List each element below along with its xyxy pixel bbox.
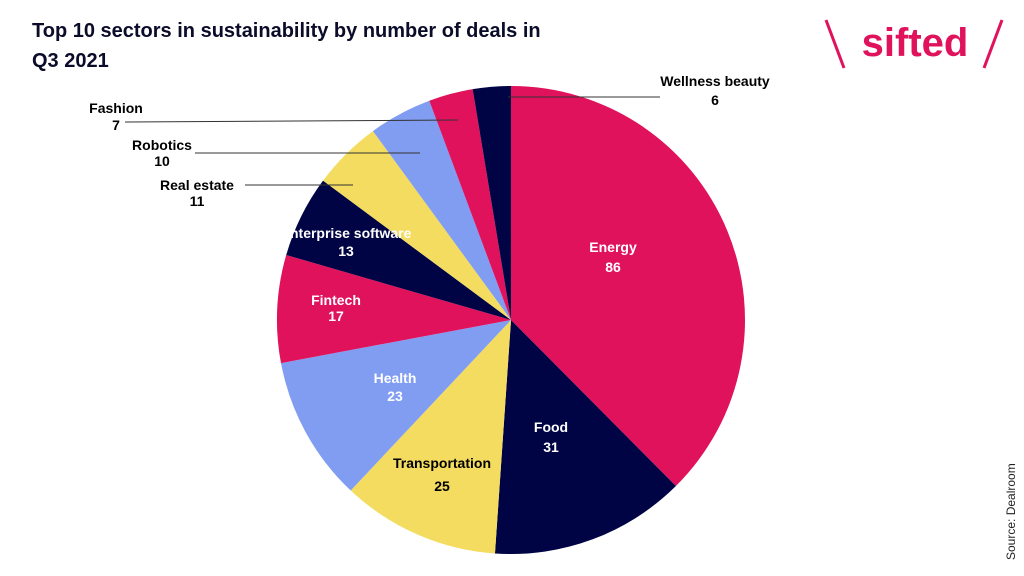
- pie-slice-fashion: [429, 89, 511, 321]
- value-label: 17: [328, 308, 344, 324]
- value-label: 10: [154, 153, 170, 169]
- pie-slice-fintech: [277, 255, 511, 364]
- pie-slice-food: [494, 320, 676, 554]
- pie-slice-robotics: [372, 100, 511, 321]
- category-label: Fintech: [311, 292, 361, 308]
- chart-title: Top 10 sectors in sustainability by numb…: [32, 20, 541, 72]
- svg-text:sifted: sifted: [862, 21, 969, 65]
- pie-slice-energy: [511, 86, 745, 487]
- category-label: Transportation: [393, 455, 491, 471]
- sifted-logo: sifted: [824, 19, 1004, 69]
- value-label: 23: [387, 388, 403, 404]
- value-label: 31: [543, 439, 559, 455]
- pie-slice-health: [281, 320, 511, 491]
- category-label: Wellness beauty: [660, 73, 770, 89]
- category-label: Real estate: [160, 177, 234, 193]
- category-label: Food: [534, 419, 568, 435]
- value-label: 11: [190, 193, 205, 209]
- pie-slice-transportation: [350, 320, 511, 554]
- value-label: 25: [434, 478, 450, 494]
- category-label: Enterprise software: [281, 225, 412, 241]
- value-label: 6: [711, 92, 719, 108]
- pie-slice-wellness-beauty: [472, 86, 511, 320]
- pie-slice-enterprise-software: [286, 180, 511, 320]
- value-label: 7: [112, 117, 120, 133]
- category-label: Fashion: [89, 100, 143, 116]
- leader-line: [124, 119, 459, 123]
- category-label: Energy: [589, 239, 637, 255]
- category-label: Health: [374, 370, 417, 386]
- pie-slice-real-estate: [323, 131, 511, 320]
- value-label: 86: [605, 259, 621, 275]
- category-label: Robotics: [132, 137, 192, 153]
- value-label: 13: [338, 243, 354, 259]
